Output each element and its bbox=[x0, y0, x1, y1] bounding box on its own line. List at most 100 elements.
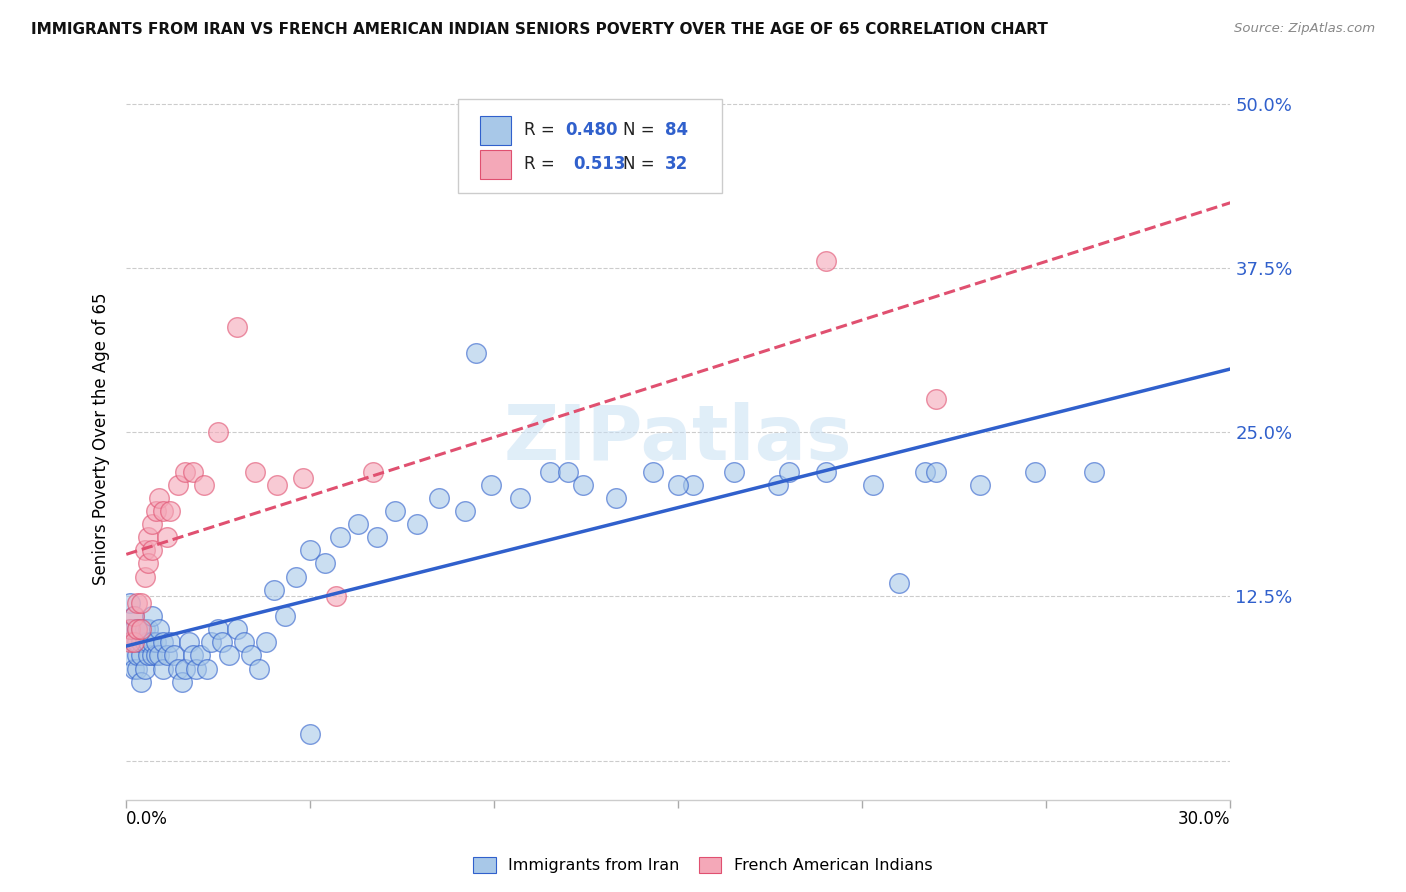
Point bbox=[138, 648, 160, 663]
Point bbox=[406, 517, 429, 532]
Text: R =: R = bbox=[524, 121, 560, 139]
Point bbox=[1083, 465, 1105, 479]
Point bbox=[129, 622, 152, 636]
Text: Source: ZipAtlas.com: Source: ZipAtlas.com bbox=[1234, 22, 1375, 36]
Point bbox=[195, 662, 218, 676]
Point bbox=[129, 596, 152, 610]
Point bbox=[152, 504, 174, 518]
Point bbox=[509, 491, 531, 505]
Point bbox=[207, 425, 229, 439]
Point bbox=[138, 622, 160, 636]
Point bbox=[127, 622, 149, 636]
Point bbox=[134, 622, 156, 636]
Point bbox=[166, 662, 188, 676]
Point bbox=[723, 465, 745, 479]
FancyBboxPatch shape bbox=[457, 99, 723, 193]
Point bbox=[240, 648, 263, 663]
Point bbox=[366, 530, 388, 544]
Point bbox=[118, 596, 141, 610]
Point bbox=[571, 477, 593, 491]
Point bbox=[273, 609, 295, 624]
Point bbox=[152, 662, 174, 676]
Point bbox=[969, 477, 991, 491]
FancyBboxPatch shape bbox=[479, 116, 510, 145]
Point bbox=[122, 609, 145, 624]
Point bbox=[141, 543, 163, 558]
Text: 84: 84 bbox=[665, 121, 688, 139]
Point bbox=[218, 648, 240, 663]
Point bbox=[557, 465, 579, 479]
Point bbox=[454, 504, 477, 518]
Point bbox=[148, 622, 170, 636]
Point bbox=[156, 530, 179, 544]
Point bbox=[141, 648, 163, 663]
Point bbox=[127, 648, 149, 663]
Point bbox=[814, 254, 837, 268]
Point bbox=[159, 635, 181, 649]
Point bbox=[122, 635, 145, 649]
Text: IMMIGRANTS FROM IRAN VS FRENCH AMERICAN INDIAN SENIORS POVERTY OVER THE AGE OF 6: IMMIGRANTS FROM IRAN VS FRENCH AMERICAN … bbox=[31, 22, 1047, 37]
Point bbox=[122, 635, 145, 649]
Point bbox=[925, 392, 948, 407]
Point bbox=[129, 674, 152, 689]
Point bbox=[129, 635, 152, 649]
Point bbox=[225, 320, 247, 334]
Point bbox=[766, 477, 789, 491]
Legend: Immigrants from Iran, French American Indians: Immigrants from Iran, French American In… bbox=[467, 850, 939, 880]
Point bbox=[156, 648, 179, 663]
Point bbox=[299, 727, 322, 741]
Y-axis label: Seniors Poverty Over the Age of 65: Seniors Poverty Over the Age of 65 bbox=[93, 293, 110, 585]
Point bbox=[814, 465, 837, 479]
Point bbox=[284, 569, 307, 583]
Point bbox=[188, 648, 211, 663]
Point bbox=[129, 622, 152, 636]
Point bbox=[148, 491, 170, 505]
Point bbox=[207, 622, 229, 636]
Point bbox=[174, 465, 197, 479]
Point bbox=[174, 662, 197, 676]
Text: R =: R = bbox=[524, 155, 565, 173]
FancyBboxPatch shape bbox=[479, 150, 510, 178]
Point bbox=[605, 491, 627, 505]
Point bbox=[325, 590, 347, 604]
Point bbox=[129, 648, 152, 663]
Point bbox=[141, 517, 163, 532]
Point bbox=[138, 635, 160, 649]
Point bbox=[145, 635, 167, 649]
Point bbox=[145, 504, 167, 518]
Point bbox=[666, 477, 689, 491]
Point bbox=[118, 648, 141, 663]
Point bbox=[641, 465, 664, 479]
Text: 0.480: 0.480 bbox=[565, 121, 619, 139]
Point bbox=[211, 635, 233, 649]
Point bbox=[177, 635, 200, 649]
Point bbox=[138, 530, 160, 544]
Text: N =: N = bbox=[623, 155, 659, 173]
Point bbox=[181, 648, 204, 663]
Point bbox=[122, 622, 145, 636]
Point bbox=[145, 648, 167, 663]
Point bbox=[233, 635, 256, 649]
Point bbox=[384, 504, 406, 518]
Text: ZIPatlas: ZIPatlas bbox=[503, 401, 852, 475]
Point bbox=[925, 465, 948, 479]
Text: 0.513: 0.513 bbox=[574, 155, 626, 173]
Point bbox=[134, 569, 156, 583]
Point bbox=[141, 635, 163, 649]
Point bbox=[914, 465, 936, 479]
Point bbox=[148, 648, 170, 663]
Point bbox=[243, 465, 266, 479]
Point bbox=[1024, 465, 1046, 479]
Point bbox=[538, 465, 561, 479]
Point bbox=[291, 471, 314, 485]
Text: 32: 32 bbox=[665, 155, 689, 173]
Point bbox=[778, 465, 800, 479]
Point bbox=[163, 648, 186, 663]
Point bbox=[862, 477, 884, 491]
Point bbox=[479, 477, 502, 491]
Point bbox=[347, 517, 370, 532]
Point bbox=[118, 622, 141, 636]
Point bbox=[193, 477, 215, 491]
Point bbox=[166, 477, 188, 491]
Point bbox=[464, 346, 486, 360]
